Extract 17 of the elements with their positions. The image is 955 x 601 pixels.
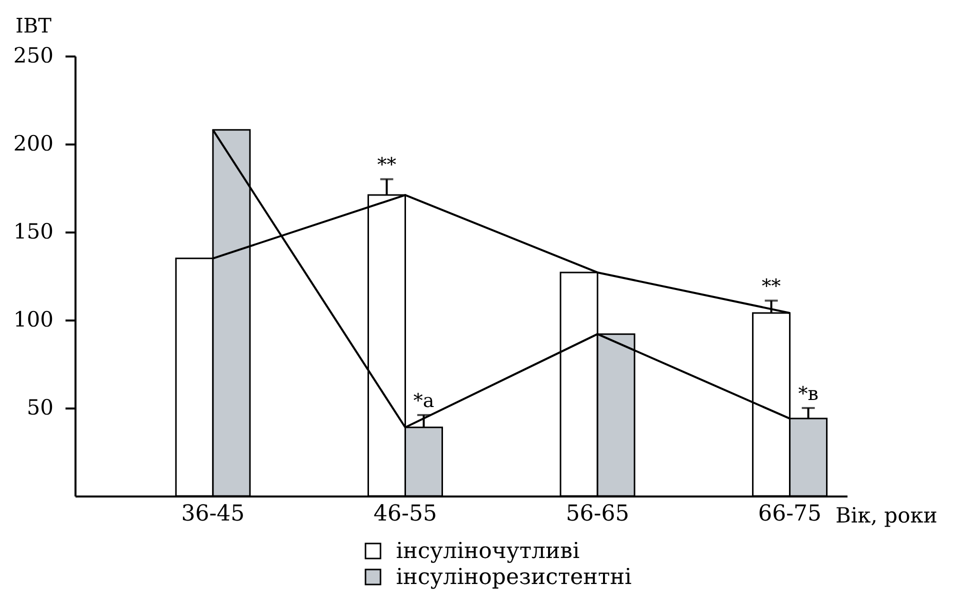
annotation: ** [762,276,782,298]
annotation: ** [377,154,397,176]
y-tick-label: 150 [13,220,54,244]
y-tick-label: 250 [13,44,54,68]
y-tick-label: 100 [13,308,54,332]
legend-label: інсуліночутливі [396,539,580,564]
y-tick-label: 200 [13,132,54,156]
annotation: *в [798,383,818,405]
y-tick-label: 50 [26,396,54,420]
x-axis-title: Вік, роки [836,504,938,528]
annotation: *а [413,390,434,412]
x-tick-label: 46-55 [374,502,437,526]
x-tick-label: 56-65 [566,502,630,526]
x-tick-label: 36-45 [181,502,245,526]
y-axis-title: ІВТ [16,14,52,38]
x-tick-label: 66-75 [758,502,822,526]
legend-label: інсулінорезистентні [396,565,632,590]
